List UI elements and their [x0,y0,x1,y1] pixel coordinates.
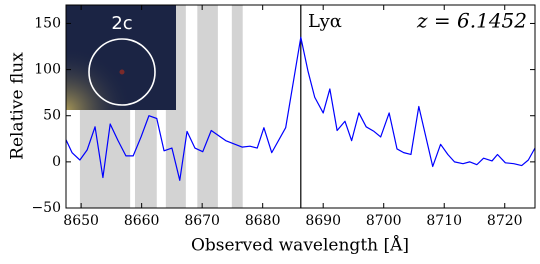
x-axis-label: Observed wavelength [Å] [191,235,409,256]
x-tick-label: 8660 [124,213,160,229]
x-tick-label: 8670 [184,213,220,229]
inset-label: 2c [111,13,132,34]
spectrum-line [65,36,536,181]
y-tick-label: 150 [34,15,61,31]
shaded-band [231,5,243,208]
x-tick-label: 8690 [305,213,341,229]
shaded-band [197,5,218,208]
plot-layer [65,5,536,209]
y-tick-label: 100 [34,62,61,78]
plot-frame [65,4,536,209]
inset-image: 2c [66,5,176,110]
inset-glow [66,5,176,110]
x-tick-label: 8680 [245,213,281,229]
y-tick-label: 0 [52,154,61,170]
x-tick-label: 8700 [366,213,402,229]
redshift-annotation: z = 6.1452 [416,9,527,33]
x-tick-label: 8710 [426,213,462,229]
y-tick-label: 50 [43,108,61,124]
y-tick-label: −50 [31,200,61,216]
line-label: Lyα [308,11,342,32]
inset-source [119,69,125,75]
x-tick-label: 8650 [63,213,99,229]
y-axis-label: Relative flux [8,52,28,160]
inset-aperture [88,38,156,106]
x-tick-label: 8720 [487,213,523,229]
